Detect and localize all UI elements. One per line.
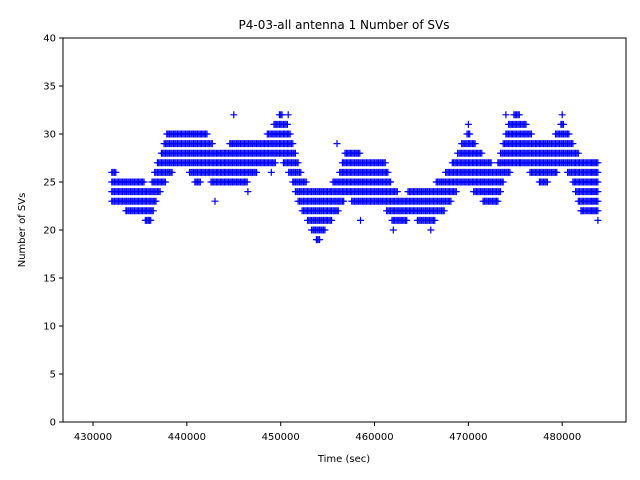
data-point <box>271 159 279 167</box>
x-axis-label: Time (sec) <box>317 454 370 465</box>
y-tick-label: 15 <box>43 274 56 285</box>
data-point <box>478 149 486 157</box>
data-point <box>440 207 448 215</box>
data-point <box>499 178 507 186</box>
data-point <box>515 111 523 119</box>
data-point <box>558 111 566 119</box>
data-point <box>297 168 305 176</box>
data-point <box>168 168 176 176</box>
x-axis-ticks: 430000 440000 450000 460000 470000 480000 <box>74 422 581 443</box>
y-tick-label: 5 <box>50 370 56 381</box>
data-point <box>466 130 474 138</box>
data-point <box>211 197 219 205</box>
data-point <box>565 130 573 138</box>
data-point <box>569 140 577 148</box>
data-point <box>294 159 302 167</box>
data-point <box>152 197 160 205</box>
data-point <box>506 168 514 176</box>
data-point <box>244 188 252 196</box>
data-point <box>340 197 348 205</box>
data-point <box>156 188 164 196</box>
data-point <box>384 168 392 176</box>
x-tick-label: 430000 <box>74 432 112 443</box>
x-tick-label: 450000 <box>262 432 300 443</box>
data-point <box>357 216 364 224</box>
data-point <box>594 159 602 167</box>
data-point <box>112 168 120 176</box>
data-point <box>431 216 439 224</box>
data-point <box>594 178 602 186</box>
data-point <box>516 159 524 167</box>
data-point <box>393 188 401 196</box>
data-point <box>230 111 238 119</box>
y-tick-label: 40 <box>43 34 56 45</box>
data-point <box>286 130 294 138</box>
data-point <box>145 216 153 224</box>
data-point <box>333 140 341 148</box>
data-point <box>243 178 251 186</box>
data-point <box>208 140 216 148</box>
y-tick-label: 30 <box>43 130 56 141</box>
data-point <box>527 130 535 138</box>
data-point <box>574 149 582 157</box>
scatter-markers <box>108 111 602 244</box>
y-axis-ticks: 0 5 10 15 20 25 30 35 40 <box>43 34 63 429</box>
data-point <box>427 226 435 234</box>
y-tick-label: 25 <box>43 178 56 189</box>
x-tick-label: 460000 <box>355 432 393 443</box>
data-point <box>289 140 297 148</box>
data-point <box>196 178 204 186</box>
data-point <box>321 226 329 234</box>
data-point <box>502 111 510 119</box>
data-point <box>553 168 561 176</box>
data-point <box>381 159 389 167</box>
data-point <box>594 207 602 215</box>
data-point <box>487 159 495 167</box>
data-point <box>312 236 320 244</box>
data-point <box>161 178 169 186</box>
data-point <box>447 197 455 205</box>
data-point <box>284 111 292 119</box>
plot-area <box>63 38 626 422</box>
data-point <box>594 216 602 224</box>
data-point <box>302 178 310 186</box>
data-point <box>464 120 472 128</box>
data-point <box>291 149 299 157</box>
data-point <box>334 207 342 215</box>
data-point <box>122 207 130 215</box>
data-point <box>283 120 291 128</box>
data-point <box>203 130 211 138</box>
y-tick-label: 35 <box>43 82 56 93</box>
chart-title: P4-03-all antenna 1 Number of SVs <box>239 18 450 32</box>
data-point <box>403 216 411 224</box>
data-point <box>452 188 460 196</box>
data-point <box>577 207 585 215</box>
y-tick-label: 10 <box>43 322 56 333</box>
data-point <box>328 216 336 224</box>
data-point <box>497 188 504 196</box>
y-axis-label: Number of SVs <box>17 193 28 268</box>
data-point <box>471 140 479 148</box>
data-point <box>253 168 261 176</box>
data-point <box>594 168 602 176</box>
data-point <box>543 178 551 186</box>
data-point <box>389 226 397 234</box>
data-point <box>522 120 530 128</box>
data-point <box>149 207 157 215</box>
x-tick-label: 480000 <box>543 432 581 443</box>
data-point <box>267 168 275 176</box>
data-point <box>594 197 602 205</box>
data-point <box>594 188 602 196</box>
data-point <box>140 178 148 186</box>
y-tick-label: 20 <box>43 226 56 237</box>
data-point <box>493 197 500 205</box>
data-point <box>278 111 286 119</box>
x-tick-label: 440000 <box>168 432 206 443</box>
y-tick-label: 0 <box>50 418 56 429</box>
data-point <box>356 149 364 157</box>
data-point <box>560 120 567 128</box>
x-tick-label: 470000 <box>449 432 487 443</box>
data-point <box>387 178 395 186</box>
